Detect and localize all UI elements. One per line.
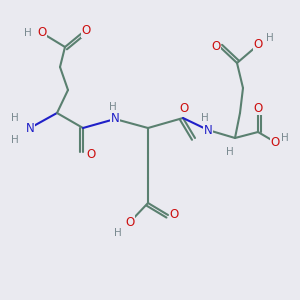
Text: H: H	[11, 113, 19, 123]
Text: H: H	[266, 33, 274, 43]
Text: O: O	[270, 136, 280, 148]
Text: O: O	[179, 101, 189, 115]
Text: O: O	[254, 38, 262, 52]
Text: N: N	[26, 122, 34, 134]
Text: H: H	[109, 102, 117, 112]
Text: O: O	[86, 148, 96, 160]
Text: N: N	[204, 124, 212, 136]
Text: H: H	[201, 113, 209, 123]
Text: H: H	[24, 28, 32, 38]
Text: H: H	[114, 228, 122, 238]
Text: O: O	[169, 208, 178, 221]
Text: H: H	[11, 135, 19, 145]
Text: H: H	[281, 133, 289, 143]
Text: O: O	[38, 26, 46, 40]
Text: O: O	[212, 40, 220, 53]
Text: H: H	[226, 147, 234, 157]
Text: O: O	[81, 25, 91, 38]
Text: O: O	[125, 215, 135, 229]
Text: N: N	[111, 112, 119, 125]
Text: O: O	[254, 101, 262, 115]
